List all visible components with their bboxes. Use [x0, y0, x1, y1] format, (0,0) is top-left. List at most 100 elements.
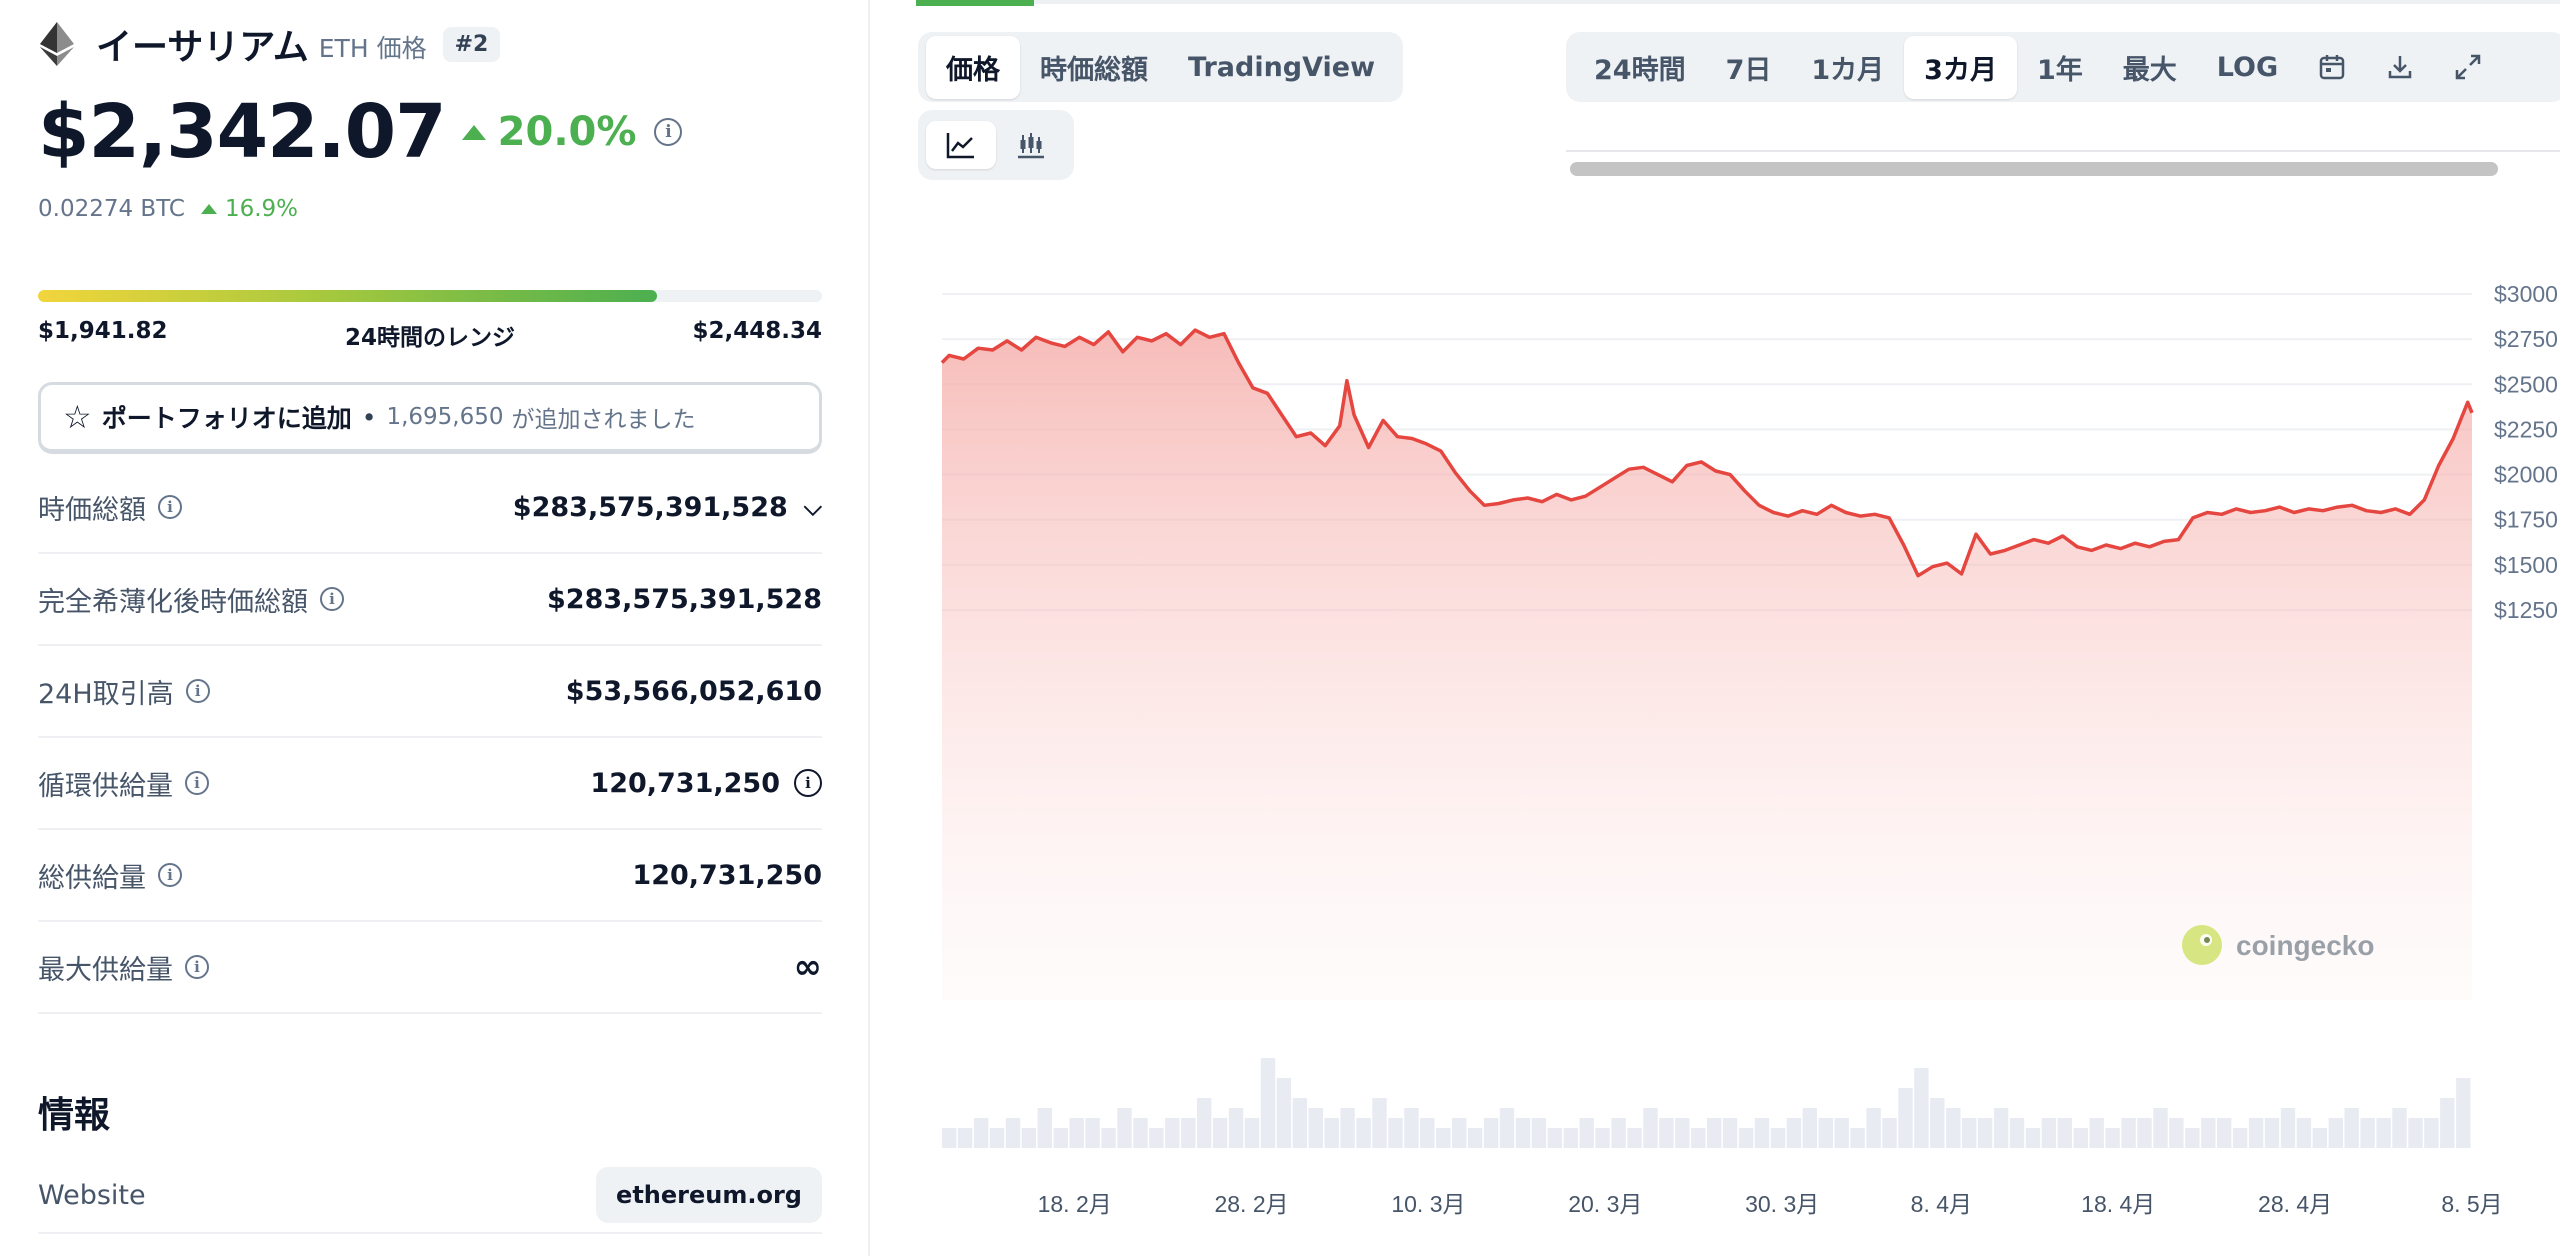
range-log[interactable]: LOG — [2216, 51, 2279, 83]
volume-bar — [2440, 1098, 2455, 1148]
range-progress-fill — [38, 290, 658, 302]
stat-row-fdv: 完全希薄化後時価総額 i $283,575,391,528 — [38, 554, 822, 646]
portfolio-count: 1,695,650 — [386, 404, 504, 430]
volume-bar — [1308, 1108, 1323, 1148]
coingecko-logo-icon — [2182, 925, 2222, 965]
volume-bar — [2217, 1118, 2232, 1148]
stat-row-total-supply: 総供給量 i 120,731,250 — [38, 830, 822, 922]
info-icon[interactable]: i — [185, 679, 210, 703]
btc-change-percent: 16.9% — [224, 196, 299, 222]
stat-label: 24H取引高 — [38, 678, 174, 710]
range-24h[interactable]: 24時間 — [1594, 54, 1686, 86]
stat-label: 循環供給量 — [38, 770, 173, 802]
volume-bar — [2185, 1128, 2200, 1148]
volume-bar — [1579, 1118, 1594, 1148]
range-max[interactable]: 最大 — [2122, 54, 2177, 86]
volume-bar — [2408, 1118, 2423, 1148]
x-tick-label: 18. 4月 — [2081, 1191, 2155, 1217]
volume-bar — [1260, 1058, 1276, 1148]
volume-bar — [1595, 1128, 1610, 1148]
stat-value: 120,731,250 — [590, 767, 780, 799]
volume-bar — [1101, 1128, 1116, 1148]
range-1m[interactable]: 1カ月 — [1811, 54, 1885, 86]
volume-bar — [2456, 1078, 2471, 1148]
volume-bar — [1643, 1108, 1658, 1148]
tab-tradingview[interactable]: TradingView — [1188, 51, 1376, 83]
fullscreen-button[interactable] — [2434, 41, 2502, 93]
y-tick-label: $2000 — [2494, 462, 2558, 488]
stat-label: 時価総額 — [38, 494, 146, 526]
btc-price: 0.02274 BTC — [38, 196, 185, 222]
rank-badge: #2 — [442, 26, 501, 62]
volume-bar — [2057, 1118, 2072, 1148]
volume-bar — [1914, 1068, 1929, 1148]
volume-bar — [1340, 1108, 1355, 1148]
range-scrollbar[interactable] — [1566, 150, 2560, 176]
tab-underline-track — [916, 0, 2560, 4]
tab-market-cap[interactable]: 時価総額 — [1040, 54, 1148, 86]
x-tick-label: 10. 3月 — [1391, 1191, 1465, 1217]
volume-bar — [2025, 1128, 2041, 1148]
range-scrollbar-thumb[interactable] — [1570, 162, 2498, 176]
stat-row-circulating-supply: 循環供給量 i 120,731,250 i — [38, 738, 822, 830]
x-tick-label: 28. 4月 — [2258, 1191, 2332, 1217]
info-icon[interactable]: i — [654, 118, 683, 146]
volume-bar — [2009, 1118, 2025, 1148]
x-tick-label: 8. 4月 — [1911, 1191, 1972, 1217]
volume-bar — [989, 1128, 1005, 1148]
info-icon[interactable]: i — [158, 495, 182, 519]
volume-bar — [1467, 1128, 1483, 1148]
info-icon[interactable]: i — [158, 863, 182, 887]
download-button[interactable] — [2366, 41, 2434, 93]
info-section-title: 情報 — [38, 1095, 111, 1136]
volume-bar — [1962, 1118, 1977, 1148]
price-change-percent: 20.0% — [497, 109, 637, 155]
volume-bar — [1388, 1118, 1403, 1148]
x-tick-label: 28. 2月 — [1214, 1191, 1288, 1217]
candlestick-chart-button[interactable] — [996, 121, 1066, 169]
info-icon[interactable]: i — [185, 955, 209, 979]
y-tick-label: $3000 — [2494, 281, 2558, 307]
y-tick-label: $1250 — [2494, 597, 2558, 623]
calendar-button[interactable] — [2298, 41, 2366, 93]
website-label: Website — [38, 1179, 146, 1211]
volume-bar — [1818, 1118, 1833, 1148]
coin-name: イーサリアム — [96, 27, 309, 68]
chevron-down-icon[interactable]: ⌵ — [803, 493, 822, 521]
add-to-portfolio-button[interactable]: ☆ ポートフォリオに追加 • 1,695,650 が追加されました — [38, 382, 822, 454]
range-low: $1,941.82 — [38, 318, 168, 344]
y-tick-label: $2750 — [2494, 326, 2558, 352]
volume-bar — [1499, 1108, 1515, 1148]
portfolio-label: ポートフォリオに追加 — [101, 404, 352, 433]
range-high: $2,448.34 — [692, 318, 822, 344]
btc-price-row: 0.02274 BTC 16.9% — [38, 196, 298, 222]
y-tick-label: $2250 — [2494, 416, 2558, 442]
volume-bar — [957, 1128, 973, 1148]
volume-bar — [1420, 1118, 1435, 1148]
info-icon[interactable]: i — [320, 587, 344, 611]
range-1y[interactable]: 1年 — [2036, 54, 2083, 86]
volume-bar — [1898, 1088, 1913, 1148]
stat-value: $53,566,052,610 — [565, 675, 822, 707]
volume-bar — [1707, 1118, 1722, 1148]
volume-bar — [1563, 1128, 1578, 1148]
line-chart-button[interactable] — [926, 121, 996, 169]
info-icon[interactable]: i — [794, 769, 822, 797]
stat-row-market-cap: 時価総額 i $283,575,391,528 ⌵ — [38, 462, 822, 554]
range-7d[interactable]: 7日 — [1725, 54, 1772, 86]
chart-type-tabs: 価格 時価総額 TradingView — [918, 32, 1404, 102]
stat-value: $283,575,391,528 — [547, 583, 822, 615]
price-row: $2,342.07 20.0% i — [38, 89, 683, 175]
tab-price[interactable]: 価格 — [926, 35, 1020, 99]
volume-bar — [1372, 1098, 1387, 1148]
range-3m[interactable]: 3カ月 — [1904, 35, 2017, 99]
website-link[interactable]: ethereum.org — [596, 1167, 822, 1223]
info-icon[interactable]: i — [185, 771, 209, 795]
caret-up-icon — [200, 204, 217, 214]
volume-bar — [2232, 1128, 2248, 1148]
volume-bar — [1547, 1128, 1562, 1148]
stat-label: 総供給量 — [38, 862, 146, 894]
price-chart[interactable]: $3000 $2750 $2500 $2250 $2000 $1750 $1500 $1250… — [872, 240, 2560, 1256]
volume-bar — [2392, 1108, 2407, 1148]
calendar-icon — [2319, 55, 2345, 80]
